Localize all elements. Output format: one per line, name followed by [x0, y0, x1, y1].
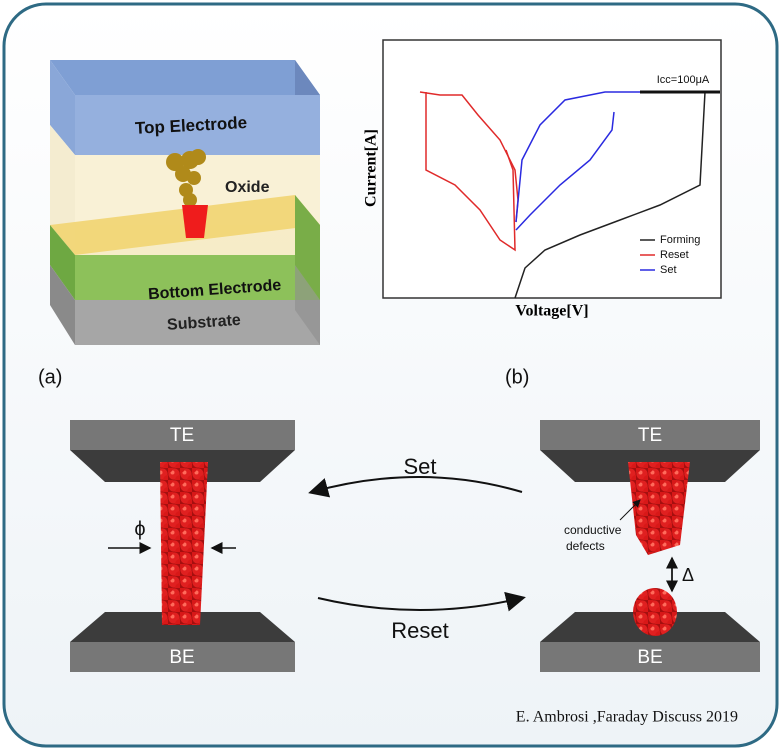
electrode-label: BE: [169, 647, 194, 668]
note: conductive: [564, 523, 622, 537]
stack-cube: [50, 60, 320, 345]
legend-entry: Set: [660, 264, 677, 276]
legend-entry: Reset: [660, 249, 689, 261]
citation: E. Ambrosi ,Faraday Discuss 2019: [516, 709, 738, 726]
electrode-label: BE: [637, 647, 662, 668]
axis-title: Current[A]: [363, 129, 380, 207]
layer-label: Oxide: [225, 179, 270, 196]
panel-label: (a): [38, 366, 62, 388]
electrode-label: TE: [170, 425, 194, 446]
symbol: ϕ: [134, 518, 145, 540]
axis-title: Voltage[V]: [515, 303, 588, 320]
arrow-label: Reset: [391, 618, 448, 643]
electrode-label: TE: [638, 425, 662, 446]
panel-label: (b): [505, 366, 529, 388]
annotation: Icc=100μA: [657, 74, 710, 86]
figure: Top Electrode Oxide Bottom Electrode Sub…: [0, 0, 781, 750]
arrow-label: Set: [403, 454, 436, 479]
symbol: Δ: [682, 565, 694, 585]
note: defects: [566, 539, 605, 553]
legend-entry: Forming: [660, 234, 700, 246]
